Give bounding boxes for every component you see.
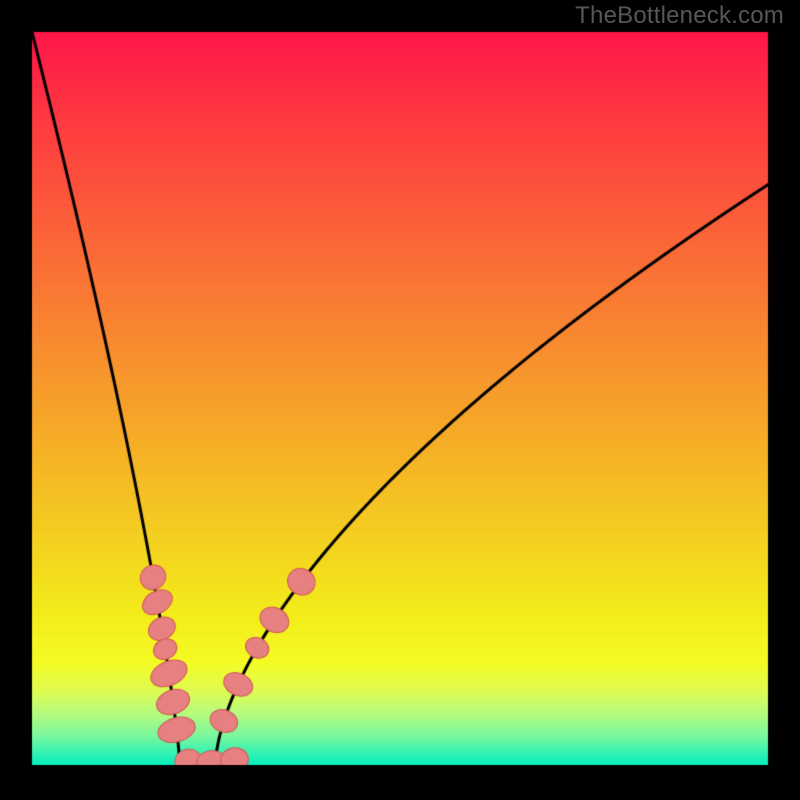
- chart-stage: TheBottleneck.com: [0, 0, 800, 800]
- bottleneck-curve-chart: [0, 0, 800, 800]
- watermark-text: TheBottleneck.com: [575, 2, 784, 30]
